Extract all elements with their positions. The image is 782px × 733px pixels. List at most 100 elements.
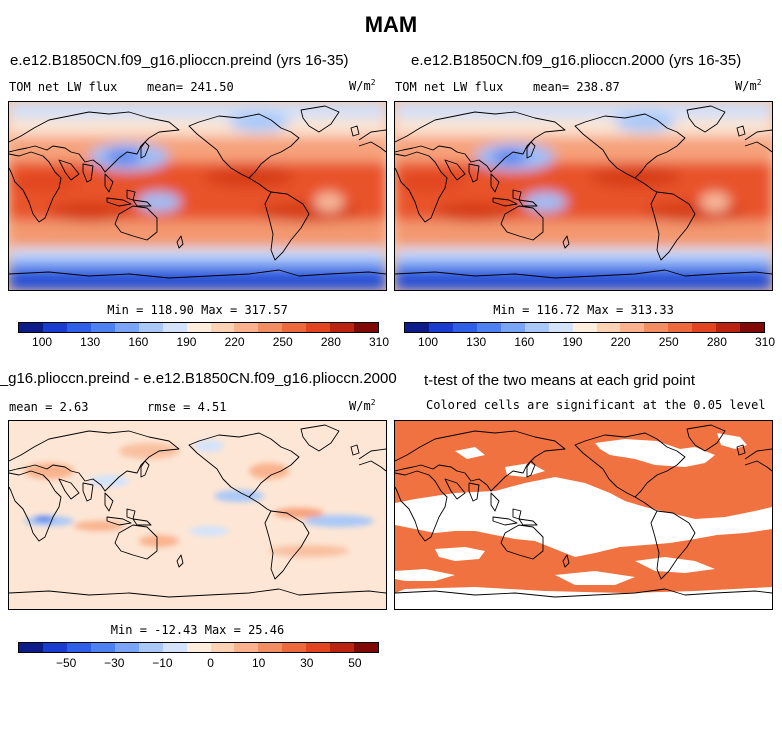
colorbar-tick-label: 190 (176, 335, 197, 349)
panel1-variable: TOM net LW flux (9, 80, 118, 94)
panel2-colorbar-ticks: 100 130 160 190 220 250 280 310 (404, 335, 775, 349)
colorbar-swatch (114, 643, 139, 652)
colorbar-tick-label: 130 (80, 335, 101, 349)
panel1-map (8, 101, 387, 291)
colorbar-swatch (210, 323, 235, 332)
colorbar-swatch (90, 643, 115, 652)
panel1-units: W/m2 (349, 78, 376, 93)
colorbar-tick-label: 100 (418, 335, 439, 349)
panel3-title-clip: e.e12.B1850CN.f09_g16.plioccn.preind - e… (0, 370, 430, 390)
colorbar-swatch (210, 643, 235, 652)
colorbar-swatch (740, 323, 765, 332)
colorbar-swatch (620, 323, 645, 332)
colorbar-swatch (306, 643, 331, 652)
panel3-colorbar (18, 642, 379, 653)
colorbar-swatch (428, 323, 453, 332)
colorbar-swatch (66, 323, 91, 332)
colorbar-swatch (282, 323, 307, 332)
panel3-mean: mean = 2.63 (9, 400, 89, 414)
panel4-subtitle: Colored cells are significant at the 0.0… (426, 398, 766, 412)
colorbar-swatch (234, 323, 259, 332)
colorbar-swatch (405, 323, 429, 332)
colorbar-tick-label: 10 (251, 656, 266, 670)
panel2-stats: Min = 116.72 Max = 313.33 (493, 303, 674, 317)
colorbar-swatch (138, 643, 163, 652)
panel2-colorbar (404, 322, 765, 333)
colorbar-tick-label: −10 (152, 656, 173, 670)
colorbar-tick-label: 190 (562, 335, 583, 349)
colorbar-tick-label: 100 (32, 335, 53, 349)
colorbar-swatch (258, 323, 283, 332)
colorbar-swatch (572, 323, 597, 332)
panel3-colorbar-ticks: −50 −30 −10 0 10 30 50 (18, 656, 379, 670)
colorbar-swatch (668, 323, 693, 332)
colorbar-tick-label: 220 (224, 335, 245, 349)
colorbar-swatch (19, 643, 43, 652)
colorbar-swatch (644, 323, 669, 332)
colorbar-swatch (330, 643, 355, 652)
colorbar-tick-label: 250 (658, 335, 679, 349)
colorbar-swatch (42, 643, 67, 652)
colorbar-swatch (596, 323, 621, 332)
colorbar-swatch (90, 323, 115, 332)
colorbar-tick-label: −30 (104, 656, 125, 670)
panel3-map (8, 420, 387, 610)
panel1-map-field (9, 102, 386, 290)
panel4-map (394, 420, 773, 610)
colorbar-swatch (162, 643, 187, 652)
colorbar-swatch (186, 643, 211, 652)
panel1-mean: mean= 241.50 (147, 80, 234, 94)
panel2-variable: TOM net LW flux (395, 80, 504, 94)
colorbar-swatch (354, 323, 379, 332)
colorbar-swatch (716, 323, 741, 332)
panel2-mean: mean= 238.87 (533, 80, 620, 94)
colorbar-tick-label: 280 (706, 335, 727, 349)
colorbar-swatch (42, 323, 67, 332)
colorbar-tick-label: 310 (754, 335, 776, 349)
colorbar-swatch (476, 323, 501, 332)
colorbar-tick-label: −50 (55, 656, 77, 670)
panel1-colorbar (18, 322, 379, 333)
panel4-title: t-test of the two means at each grid poi… (424, 372, 695, 389)
colorbar-swatch (282, 643, 307, 652)
colorbar-swatch (524, 323, 549, 332)
panel2-map (394, 101, 773, 291)
colorbar-swatch (500, 323, 525, 332)
colorbar-swatch (66, 643, 91, 652)
panel3-title: e.e12.B1850CN.f09_g16.plioccn.preind - e… (0, 370, 397, 387)
colorbar-swatch (162, 323, 187, 332)
colorbar-swatch (138, 323, 163, 332)
colorbar-tick-label: 220 (610, 335, 631, 349)
colorbar-swatch (330, 323, 355, 332)
colorbar-swatch (692, 323, 717, 332)
colorbar-tick-label: 50 (348, 656, 362, 670)
colorbar-tick-label: 280 (320, 335, 341, 349)
colorbar-swatch (306, 323, 331, 332)
colorbar-tick-label: 250 (272, 335, 293, 349)
panel1-stats: Min = 118.90 Max = 317.57 (107, 303, 288, 317)
panel2-units: W/m2 (735, 78, 762, 93)
colorbar-tick-label: 0 (207, 656, 214, 670)
colorbar-swatch (354, 643, 379, 652)
colorbar-tick-label: 30 (300, 656, 314, 670)
colorbar-swatch (186, 323, 211, 332)
figure-title: MAM (364, 12, 418, 37)
panel3-stats: Min = -12.43 Max = 25.46 (110, 623, 285, 637)
colorbar-swatch (548, 323, 573, 332)
panel3-units: W/m2 (349, 398, 376, 413)
colorbar-tick-label: 160 (514, 335, 535, 349)
panel3-map-field (9, 421, 386, 609)
colorbar-swatch (452, 323, 477, 332)
panel2-map-field (395, 102, 772, 290)
panel1-colorbar-ticks: 100 130 160 190 220 250 280 310 (18, 335, 389, 349)
colorbar-swatch (234, 643, 259, 652)
colorbar-tick-label: 310 (368, 335, 390, 349)
panel2-title: e.e12.B1850CN.f09_g16.plioccn.2000 (yrs … (411, 52, 742, 69)
panel3-rmse: rmse = 4.51 (147, 400, 227, 414)
colorbar-tick-label: 130 (466, 335, 487, 349)
colorbar-swatch (114, 323, 139, 332)
panel4-map-field (395, 421, 772, 609)
colorbar-tick-label: 160 (128, 335, 149, 349)
colorbar-swatch (19, 323, 43, 332)
panel1-title: e.e12.B1850CN.f09_g16.plioccn.preind (yr… (10, 52, 349, 69)
